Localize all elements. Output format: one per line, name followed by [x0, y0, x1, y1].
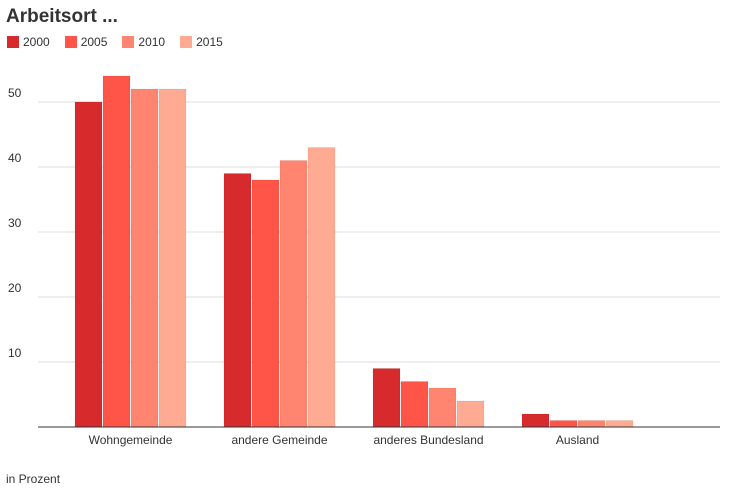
legend-swatch-2000 — [7, 36, 19, 48]
unit-note: in Prozent — [6, 472, 61, 486]
x-tick-label-4: Ausland — [556, 433, 599, 447]
legend-item-2000[interactable]: 2000 — [7, 35, 50, 49]
bar-2015-4 — [605, 420, 634, 428]
legend-label-2005: 2005 — [80, 35, 108, 49]
legend-swatch-2010 — [122, 36, 135, 48]
legend-swatch-2015 — [180, 36, 193, 48]
bar-2005-3 — [400, 381, 429, 428]
bar-2015-3 — [456, 400, 485, 428]
bar-2005-2 — [251, 179, 280, 428]
bar-2000-4 — [521, 413, 550, 428]
bar-2010-2 — [279, 160, 308, 428]
bar-2015-1 — [158, 88, 187, 428]
y-tick-label-20: 20 — [8, 281, 22, 295]
legend-item-2015[interactable]: 2015 — [180, 35, 223, 49]
x-tick-label-1: Wohngemeinde — [89, 433, 173, 447]
legend-label-2010: 2010 — [138, 35, 166, 49]
bar-2000-2 — [223, 173, 252, 428]
bar-2005-4 — [549, 420, 578, 428]
bar-2010-1 — [130, 88, 159, 428]
legend-item-2005[interactable]: 2005 — [64, 35, 108, 49]
bar-2005-1 — [102, 75, 131, 428]
legend-label-2015: 2015 — [196, 35, 223, 49]
y-tick-label-40: 40 — [8, 151, 22, 165]
legend-label-2000: 2000 — [23, 35, 50, 49]
bar-2010-4 — [577, 420, 606, 428]
legend-swatch-2005 — [64, 36, 77, 48]
y-tick-label-30: 30 — [8, 216, 22, 230]
y-tick-label-50: 50 — [8, 86, 22, 100]
bar-2000-3 — [372, 368, 401, 428]
bar-2000-1 — [74, 101, 103, 428]
legend-item-2010[interactable]: 2010 — [122, 35, 165, 49]
x-tick-label-3: anderes Bundesland — [373, 433, 483, 447]
legend: 2000 2005 2010 2015 — [7, 35, 238, 49]
bar-2015-2 — [307, 147, 336, 428]
chart-title: Arbeitsort ... — [6, 6, 118, 27]
y-tick-label-10: 10 — [8, 346, 22, 360]
x-tick-label-2: andere Gemeinde — [231, 433, 327, 447]
bar-2010-3 — [428, 387, 457, 428]
